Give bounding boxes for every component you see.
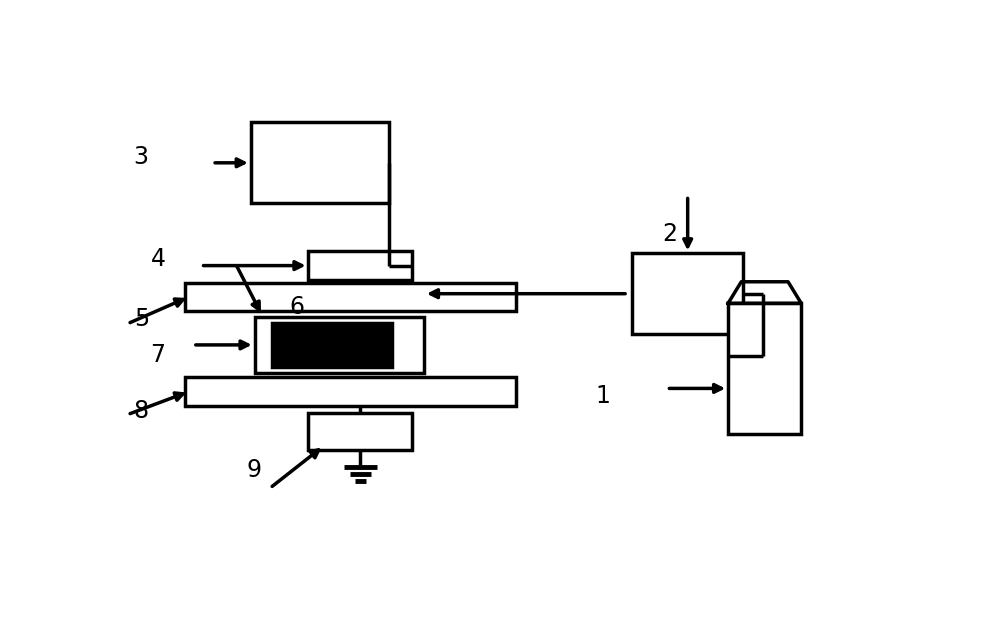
Bar xyxy=(728,304,801,434)
Bar xyxy=(255,317,424,373)
Text: 1: 1 xyxy=(596,384,611,408)
Bar xyxy=(185,378,516,406)
Text: 7: 7 xyxy=(151,343,166,367)
Bar xyxy=(185,282,516,311)
Text: 4: 4 xyxy=(151,248,166,271)
Text: 6: 6 xyxy=(289,295,304,319)
Bar xyxy=(632,253,743,334)
Text: 2: 2 xyxy=(663,222,678,246)
Text: 9: 9 xyxy=(247,458,262,483)
Bar xyxy=(251,123,389,203)
Text: 8: 8 xyxy=(134,399,149,423)
Bar xyxy=(272,323,392,367)
Bar xyxy=(308,412,412,450)
Text: 5: 5 xyxy=(134,307,149,332)
Bar xyxy=(308,251,412,281)
Text: 3: 3 xyxy=(134,145,149,169)
